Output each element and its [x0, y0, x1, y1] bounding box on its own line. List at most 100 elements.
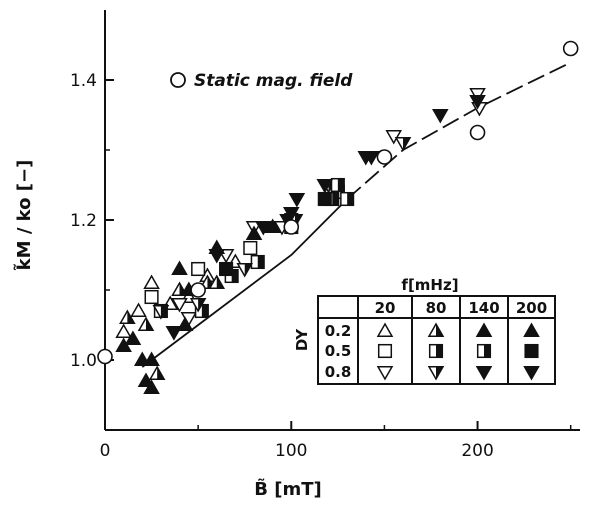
x-axis-label: B̃ [mT]: [254, 479, 321, 500]
marker-shape: [143, 274, 160, 289]
marker-shape: [523, 366, 540, 381]
table-freq-80: 80: [426, 299, 447, 317]
x-tick-label: 200: [461, 441, 493, 461]
data-points-group: [97, 40, 579, 394]
marker-shape: [475, 322, 493, 337]
marker-shape: [243, 240, 258, 256]
data-point-static: [283, 219, 300, 235]
data-point-f200-dy0.8: [432, 109, 449, 124]
marker-shape: [143, 379, 160, 394]
data-point-f140-dy0.2: [115, 337, 132, 352]
marker-half-fill: [231, 269, 238, 283]
table-marker-f20-dy0.2: [376, 322, 394, 337]
marker-shape: [176, 316, 194, 331]
marker-shape: [523, 322, 540, 337]
marker-half-fill: [403, 137, 411, 150]
marker-shape: [144, 289, 159, 305]
marker-shape: [124, 330, 142, 345]
data-point-f200-dy0.2: [208, 239, 226, 254]
data-point-f80-dy0.2: [137, 316, 155, 331]
marker-half-fill: [157, 367, 165, 380]
inset-table: f[mHz] DY 20 80 140 200 0.2 0.5 0.8: [293, 276, 556, 385]
table-freq-140: 140: [468, 299, 499, 317]
data-point-f140-dy0.5: [330, 177, 345, 193]
table-freq-header: f[mHz]: [401, 276, 458, 294]
data-point-f80-dy0.8: [236, 263, 253, 278]
marker-shape: [469, 124, 486, 141]
y-tick-label: 1.4: [70, 71, 97, 91]
marker-half-fill: [436, 344, 443, 358]
marker-half-fill: [244, 263, 252, 276]
marker-half-fill: [436, 366, 443, 379]
legend: Static mag. field: [170, 71, 353, 91]
data-point-f80-dy0.8: [189, 298, 207, 313]
marker-shape: [190, 282, 206, 298]
table-freq-20: 20: [375, 299, 396, 317]
data-point-f80-dy0.2: [119, 309, 136, 324]
data-point-f200-dy0.2: [245, 225, 263, 240]
data-point-f140-dy0.8: [165, 326, 183, 341]
data-point-f80-dy0.2: [208, 274, 226, 289]
marker-half-fill: [127, 311, 135, 324]
marker-half-fill: [332, 192, 339, 206]
data-point-f20-dy0.2: [143, 274, 160, 289]
data-point-f80-dy0.8: [152, 305, 170, 320]
data-point-f200-dy0.5: [219, 261, 234, 277]
table-marker-f80-dy0.2: [427, 322, 445, 337]
marker-shape: [115, 337, 132, 352]
y-tick-label: 1.0: [70, 351, 97, 371]
data-point-f200-dy0.2: [264, 218, 281, 233]
marker-shape: [475, 366, 493, 381]
x-tick-label: 100: [275, 441, 307, 461]
marker-shape: [219, 261, 234, 277]
data-point-f20-dy0.5: [144, 289, 159, 305]
marker-shape: [143, 351, 160, 366]
marker-shape: [376, 149, 393, 165]
legend-marker-circle: [170, 72, 186, 88]
table-freq-200: 200: [516, 299, 547, 317]
marker-shape: [376, 322, 394, 337]
data-point-f140-dy0.2: [124, 330, 142, 345]
marker-shape: [97, 348, 113, 365]
data-point-f20-dy0.8: [171, 298, 188, 313]
table-marker-f200-dy0.2: [523, 322, 540, 337]
marker-shape: [283, 219, 300, 235]
table-marker-f200-dy0.8: [523, 366, 540, 381]
marker-shape: [130, 302, 147, 317]
data-point-f200-dy0.2: [176, 316, 194, 331]
table-marker-f140-dy0.5: [476, 343, 492, 359]
marker-half-fill: [484, 344, 491, 358]
marker-shape: [469, 88, 486, 103]
data-point-f80-dy0.8: [394, 137, 412, 152]
marker-half-fill: [160, 305, 168, 318]
data-point-f200-dy0.2: [171, 260, 188, 275]
marker-half-fill: [347, 192, 354, 206]
y-axis-label: k̃M / ko [−]: [14, 160, 35, 271]
data-point-static: [376, 149, 393, 165]
data-point-f140-dy0.2: [143, 351, 160, 366]
fit-line-segment: [141, 198, 348, 368]
data-point-f20-dy0.8: [385, 130, 403, 145]
table-marker-f200-dy0.5: [524, 343, 539, 359]
data-point-static: [469, 124, 486, 141]
legend-label: Static mag. field: [194, 71, 353, 91]
y-tick-label: 1.2: [70, 211, 97, 231]
x-tick-label: 0: [100, 441, 111, 461]
data-point-f20-dy0.5: [191, 261, 206, 277]
marker-shape: [469, 95, 486, 110]
marker-half-fill: [145, 318, 153, 331]
marker-shape: [171, 260, 188, 275]
data-point-f140-dy0.8: [255, 221, 272, 236]
data-point-f20-dy0.2: [115, 323, 132, 338]
table-marker-f20-dy0.8: [376, 366, 394, 381]
data-point-f200-dy0.2: [143, 379, 160, 394]
marker-shape: [376, 366, 394, 381]
marker-half-fill: [201, 304, 209, 318]
marker-shape: [377, 343, 393, 359]
data-point-f20-dy0.8: [469, 88, 486, 103]
marker-shape: [288, 193, 306, 208]
marker-half-fill: [436, 324, 443, 337]
table-marker-f140-dy0.8: [475, 366, 493, 381]
data-point-static: [562, 40, 579, 57]
